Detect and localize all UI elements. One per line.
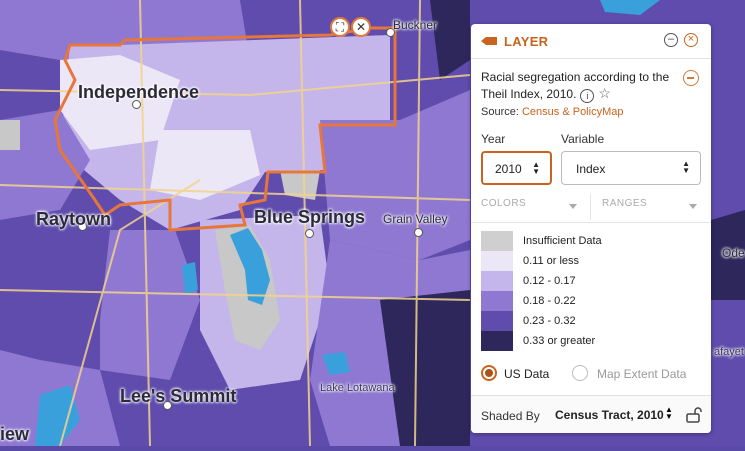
legend-label: 0.11 or less (523, 255, 580, 267)
close-icon[interactable]: × (684, 33, 698, 47)
variable-value: Index (576, 162, 606, 176)
variable-select[interactable]: Index ▲ ▼ (561, 151, 701, 185)
legend-swatch (481, 331, 513, 351)
label-raytown: Raytown (36, 209, 112, 229)
legend-label: 0.12 - 0.17 (523, 275, 576, 287)
legend-swatch (481, 271, 513, 291)
city-marker (132, 100, 141, 109)
radio-map-extent[interactable] (572, 365, 588, 381)
year-value: 2010 (495, 162, 522, 176)
city-marker (163, 401, 172, 410)
source-label: Source: (481, 106, 519, 118)
star-icon[interactable]: ☆ (598, 85, 611, 101)
chevron-down-icon (569, 204, 577, 209)
water-bodies (35, 0, 660, 446)
label-independence: Independence (78, 82, 200, 102)
layer-panel: LAYER – × Racial segregation according t… (471, 24, 711, 433)
tab-ranges[interactable]: RANGES (602, 198, 648, 209)
layer-icon (481, 37, 497, 45)
radio-us-data[interactable] (481, 365, 497, 381)
tab-colors[interactable]: COLORS (481, 198, 527, 209)
legend-label: 0.18 - 0.22 (523, 295, 576, 307)
label-lees-summit: Lee's Summit (120, 386, 237, 406)
remove-layer-icon[interactable] (683, 70, 699, 86)
year-label: Year (481, 132, 506, 146)
resize-icon[interactable]: ⛶ (330, 17, 350, 37)
panel-header: LAYER – × (471, 24, 711, 59)
panel-title: LAYER (504, 34, 549, 49)
minimize-icon[interactable]: – (664, 33, 678, 47)
close-icon[interactable]: ✕ (351, 17, 371, 37)
divider (471, 222, 711, 223)
city-marker (78, 222, 87, 231)
city-marker (414, 228, 423, 237)
panel-footer: Shaded By Census Tract, 2010 ▲ ▼ (471, 395, 711, 433)
unlock-icon[interactable] (685, 407, 703, 423)
label-edge-right-bottom: afayet (714, 346, 744, 358)
updown-icon: ▲ ▼ (682, 159, 690, 175)
legend-swatch (481, 251, 513, 271)
divider (590, 194, 591, 220)
label-edge-right-top: Ode (722, 246, 745, 260)
radio-us-data-label[interactable]: US Data (504, 367, 550, 381)
label-lake-lotawana: Lake Lotawana (320, 382, 395, 394)
source-line: Source: Census & PolicyMap (481, 106, 623, 118)
chevron-down-icon (689, 204, 697, 209)
shaded-by-label: Shaded By (481, 409, 540, 423)
legend-swatch (481, 311, 513, 331)
label-blue-springs: Blue Springs (254, 207, 366, 227)
legend-label: 0.33 or greater (523, 335, 596, 347)
roads (0, 0, 471, 447)
info-icon[interactable]: i (580, 89, 595, 103)
legend-swatch (481, 291, 513, 311)
label-edge-left: iew (0, 424, 30, 444)
updown-icon: ▲ ▼ (665, 405, 673, 421)
legend-label: 0.23 - 0.32 (523, 315, 576, 327)
legend-swatch (481, 231, 513, 251)
layer-description: Racial segregation according to the Thei… (481, 69, 671, 103)
year-select[interactable]: 2010 ▲ ▼ (481, 151, 552, 185)
radio-map-extent-label[interactable]: Map Extent Data (597, 367, 687, 381)
description-text: Racial segregation according to the Thei… (481, 70, 670, 101)
label-buckner: Buckner (393, 18, 438, 32)
city-marker (305, 229, 314, 238)
city-marker (386, 28, 395, 37)
source-link[interactable]: Census & PolicyMap (521, 106, 624, 118)
shaded-by-select[interactable]: Census Tract, 2010 (555, 408, 664, 422)
variable-label: Variable (561, 132, 605, 146)
legend-label: Insufficient Data (523, 235, 602, 247)
label-grain-valley: Grain Valley (383, 212, 448, 226)
updown-icon: ▲ ▼ (532, 160, 540, 176)
